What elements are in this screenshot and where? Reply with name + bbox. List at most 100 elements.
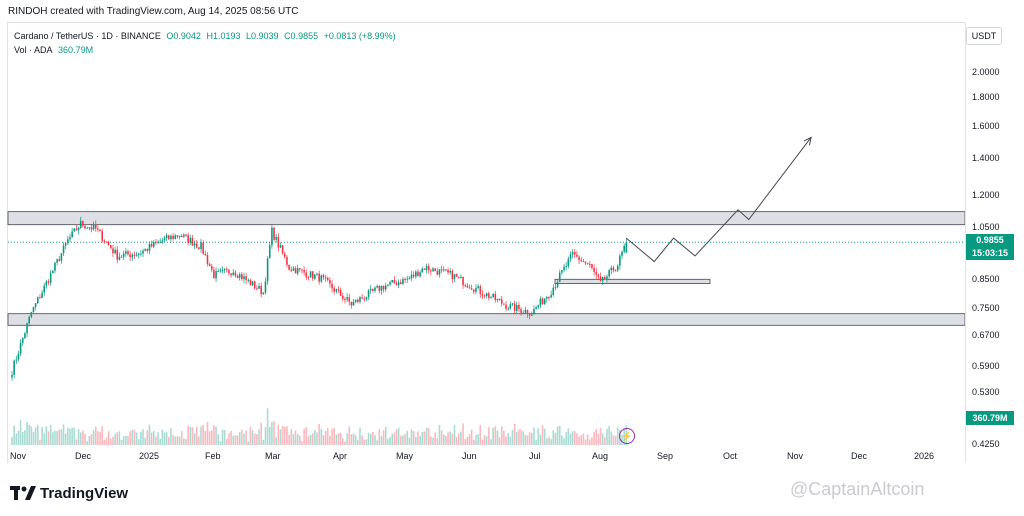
volume-bar [470, 429, 473, 445]
candle-body [215, 271, 217, 279]
volume-bar [180, 431, 183, 445]
candle-body [421, 268, 424, 273]
symbol-name[interactable]: Cardano / TetherUS · 1D · BINANCE [14, 31, 161, 41]
volume-bar [283, 426, 286, 445]
volume-bar [299, 435, 301, 445]
price-tick: 1.4000 [972, 153, 1000, 163]
candle-body [393, 280, 396, 284]
candle-body [45, 281, 48, 286]
tradingview-logo-icon [10, 486, 36, 500]
candle-body [41, 292, 43, 298]
candle-body [466, 285, 469, 288]
currency-selector[interactable]: USDT [966, 27, 1002, 45]
candle-body [39, 297, 41, 299]
volume-bar [202, 424, 204, 445]
volume-bar [140, 431, 142, 445]
candle-body [352, 301, 355, 306]
candle-body [69, 237, 71, 240]
candle-body [625, 242, 628, 253]
price-zone [7, 211, 966, 226]
candle-body [275, 236, 278, 240]
legend-ohlc-row: Cardano / TetherUS · 1D · BINANCE O0.904… [14, 29, 399, 43]
price-tick: 1.2000 [972, 190, 1000, 200]
volume-bar [372, 431, 374, 445]
low-value: L0.9039 [246, 31, 279, 41]
volume-bar [88, 436, 91, 445]
volume-bar [344, 441, 346, 445]
volume-bar [245, 430, 247, 445]
volume-bar [133, 429, 136, 445]
volume-bar [335, 434, 338, 445]
projection-arrowhead [803, 136, 812, 146]
volume-bar [503, 430, 505, 445]
candle-body [485, 293, 488, 296]
candle-body [56, 259, 58, 263]
volume-bar [45, 426, 48, 445]
volume-bar [488, 427, 490, 445]
volume-bar [112, 436, 114, 445]
candle-body [419, 272, 421, 277]
volume-bar [238, 432, 241, 445]
candle-body [408, 278, 411, 280]
candle-body [189, 237, 192, 243]
symbol-legend[interactable]: Cardano / TetherUS · 1D · BINANCE O0.904… [14, 29, 399, 57]
volume-bar [13, 425, 15, 445]
volume-bar [406, 430, 409, 445]
volume-bar [558, 426, 561, 445]
candle-body [507, 308, 509, 310]
volume-bar [144, 437, 146, 445]
candle-body [110, 245, 112, 249]
change-value: +0.0813 (+8.99%) [323, 31, 396, 41]
volume-bar [56, 431, 58, 445]
candle-body [183, 234, 185, 237]
candle-body [601, 277, 604, 281]
candle-body [339, 289, 342, 296]
candle-body [36, 297, 39, 304]
candle-body [442, 269, 445, 271]
volume-bar [513, 423, 516, 445]
candle-body [608, 270, 610, 277]
candle-body [447, 269, 449, 273]
candle-body [127, 251, 129, 255]
candle-body [593, 268, 595, 272]
candle-body [556, 282, 559, 287]
candle-body [604, 277, 606, 280]
volume-bar [137, 439, 140, 445]
candle-body [391, 280, 393, 283]
candle-body [462, 276, 464, 286]
candle-body [567, 258, 570, 266]
tradingview-logo[interactable]: TradingView [10, 484, 128, 502]
event-lightning-icon[interactable]: ⚡ [619, 428, 635, 444]
volume-bar [466, 436, 469, 445]
volume-bar [311, 433, 314, 445]
candle-body [498, 298, 501, 300]
volume-bar [526, 435, 529, 445]
volume-bar [273, 421, 275, 445]
volume-bar [279, 429, 282, 445]
candle-body [21, 338, 24, 343]
candle-body [434, 268, 436, 272]
volume-bar [483, 434, 486, 445]
candle-body [32, 306, 35, 313]
candle-body [219, 270, 222, 272]
volume-bar [608, 425, 610, 445]
candle-body [77, 227, 80, 231]
volume-bar [387, 438, 389, 445]
volume-bar [498, 437, 501, 445]
volume-label[interactable]: Vol · ADA [14, 45, 53, 55]
candle-body [170, 235, 172, 240]
volume-bar [301, 441, 303, 445]
volume-bar [363, 439, 366, 445]
candle-body [307, 277, 310, 279]
candle-body [430, 270, 432, 272]
candle-body [623, 245, 625, 252]
volume-bar [271, 422, 273, 445]
volume-bar [606, 428, 608, 445]
candle-body [354, 299, 357, 302]
candle-body [193, 243, 196, 246]
candle-body [24, 333, 26, 339]
price-axis[interactable] [965, 22, 1024, 462]
volume-bar [352, 433, 355, 445]
time-tick: Sep [657, 451, 674, 461]
